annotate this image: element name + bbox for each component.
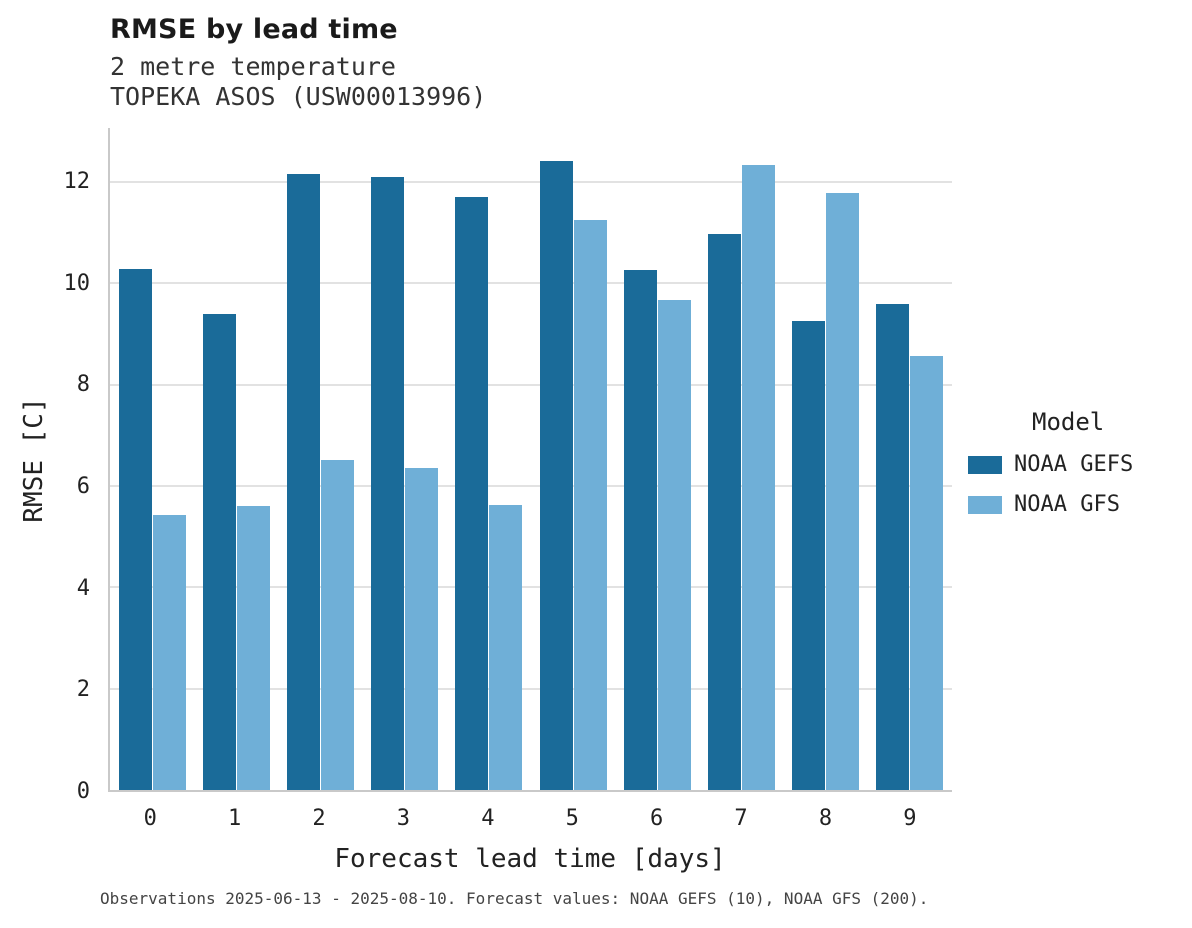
y-tick-labels: 0 2 4 6 8 10 12 [0,128,91,802]
bar-noaa-gefs-lead-6 [623,269,657,790]
legend-entry-1: NOAA GFS [968,492,1133,517]
bar-noaa-gefs-lead-7 [708,233,742,790]
bar-groups [110,128,952,790]
x-tick-labels: 0 1 2 3 4 5 6 7 8 9 [108,806,952,831]
x-tick-label: 0 [143,806,157,831]
legend-entry-0: NOAA GEFS [968,452,1133,477]
x-tick-label: 5 [565,806,579,831]
bar-group-4 [447,128,531,790]
x-tick-label: 2 [312,806,326,831]
bar-noaa-gfs-lead-1 [236,506,270,790]
legend-label: NOAA GEFS [1014,452,1134,477]
bar-noaa-gefs-lead-0 [118,268,152,790]
y-tick-label: 2 [76,677,90,703]
legend-swatch [968,455,1002,474]
y-tick-label: 8 [76,372,90,398]
gridline [110,180,952,183]
bar-group-2 [278,128,362,790]
chart-subtitle-line2: TOPEKA ASOS (USW00013996) [110,82,487,111]
y-tick-label: 0 [76,779,90,804]
bar-group-6 [615,128,699,790]
bar-noaa-gefs-lead-2 [287,174,320,790]
y-tick-label: 4 [76,575,90,601]
legend-label: NOAA GFS [1014,492,1120,517]
chart-subtitle-line1: 2 metre temperature [110,52,396,81]
bar-noaa-gfs-lead-6 [657,300,691,790]
bar-group-0 [110,128,194,790]
bar-noaa-gefs-lead-1 [202,313,236,790]
x-tick-label: 9 [903,806,917,831]
legend-title: Model [1032,408,1105,436]
gridline [110,687,952,690]
gridline [110,282,952,285]
bar-noaa-gefs-lead-4 [455,196,489,790]
bar-noaa-gfs-lead-7 [742,164,776,790]
x-tick-label: 6 [650,806,664,831]
bar-noaa-gefs-lead-8 [792,321,826,790]
title-block: RMSE by lead time 2 metre temperature TO… [110,14,486,112]
footer-caption: Observations 2025-06-13 - 2025-08-10. Fo… [100,889,929,908]
x-tick-label: 4 [481,806,495,831]
x-tick-label: 3 [396,806,411,831]
x-tick-label: 8 [818,806,833,831]
bar-noaa-gfs-lead-0 [152,515,186,790]
y-tick-label: 12 [63,168,91,194]
y-tick-label: 10 [63,270,91,296]
bar-noaa-gfs-lead-5 [573,219,607,790]
bar-noaa-gefs-lead-9 [876,304,910,790]
gridline [110,586,952,589]
x-tick-label: 7 [734,806,748,831]
legend: Model NOAA GEFS NOAA GFS [968,408,1133,532]
bar-noaa-gefs-lead-5 [539,161,573,790]
bar-group-5 [531,128,615,790]
bar-noaa-gfs-lead-9 [910,355,944,790]
bar-noaa-gfs-lead-4 [489,504,523,790]
bar-group-3 [363,128,447,790]
bar-noaa-gfs-lead-2 [321,459,354,790]
legend-entries: NOAA GEFS NOAA GFS [968,452,1133,517]
chart-title: RMSE by lead time [110,14,398,45]
bar-group-9 [868,128,952,790]
y-tick-label: 6 [76,473,90,499]
x-tick-label: 1 [227,806,242,831]
bar-group-1 [194,128,278,790]
plot-area [108,128,952,792]
bar-group-8 [784,128,868,790]
gridline [110,484,952,487]
bar-noaa-gfs-lead-8 [826,192,860,790]
x-axis-title: Forecast lead time [days] [334,844,726,874]
chart-subtitle: 2 metre temperature TOPEKA ASOS (USW0001… [110,52,486,112]
gridline [110,383,952,386]
legend-swatch [968,495,1002,514]
bar-group-7 [699,128,783,790]
bar-noaa-gefs-lead-3 [371,176,405,790]
bar-noaa-gfs-lead-3 [405,468,439,790]
